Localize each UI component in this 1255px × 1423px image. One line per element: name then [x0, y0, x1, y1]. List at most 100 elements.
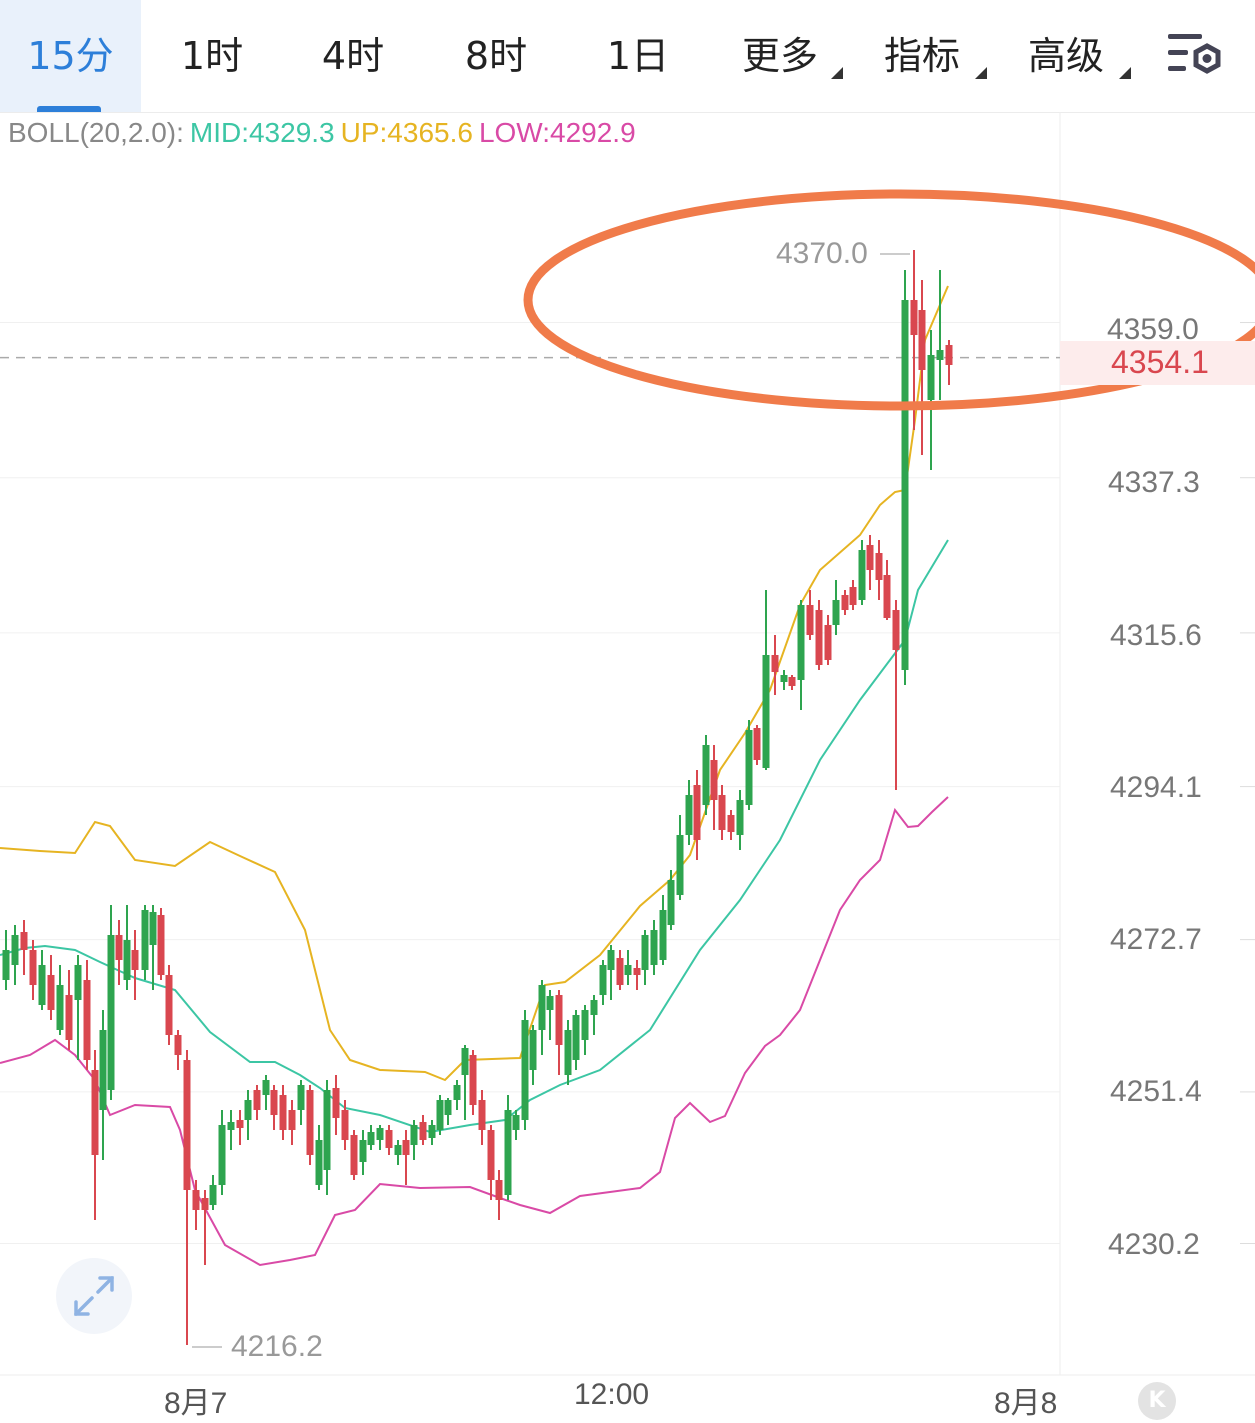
candle-up	[901, 270, 909, 685]
candle-up	[858, 540, 866, 605]
candle-body	[590, 1000, 598, 1015]
candle-up	[936, 270, 944, 400]
candle-body	[419, 1122, 427, 1140]
chart-grid	[0, 112, 1255, 1376]
candle-down	[806, 590, 814, 640]
price-axis-label: 4272.7	[1110, 923, 1202, 956]
candle-up	[376, 1125, 384, 1150]
candle-body	[141, 910, 149, 970]
candle-up	[564, 1020, 572, 1085]
tab-1d-label: 1日	[606, 34, 670, 78]
candle-up	[572, 1010, 580, 1070]
chart-settings-icon[interactable]	[1166, 30, 1224, 80]
price-axis-label: 4315.6	[1110, 619, 1202, 652]
candle-body	[641, 935, 649, 970]
candle-up	[297, 1080, 305, 1125]
candle-down	[824, 615, 832, 665]
tab-8h[interactable]: 8时	[446, 0, 546, 112]
tab-15min[interactable]: 15分	[0, 0, 141, 112]
candle-down	[866, 535, 874, 590]
candle-up	[74, 955, 82, 1060]
candle-up	[780, 670, 788, 690]
candle-body	[227, 1122, 235, 1130]
bollinger-bands	[0, 285, 949, 1267]
highlight-ellipse	[523, 189, 1255, 411]
candles	[2, 250, 953, 1345]
kline-scroll-label: K	[1148, 1388, 1166, 1413]
candle-up	[99, 1010, 107, 1160]
tab-4h[interactable]: 4时	[303, 0, 403, 112]
candle-up	[218, 1110, 226, 1195]
candle-up	[453, 1080, 461, 1110]
candle-down	[710, 745, 718, 830]
candle-body	[149, 912, 157, 945]
candle-up	[624, 950, 632, 985]
candle-body	[359, 1140, 367, 1162]
candle-up	[529, 1025, 537, 1085]
candle-body	[727, 815, 735, 832]
tab-1h[interactable]: 1时	[162, 0, 262, 112]
candle-body	[56, 985, 64, 1030]
candle-up	[538, 980, 546, 1055]
candle-body	[478, 1100, 486, 1130]
candle-down	[945, 340, 953, 385]
candle-body	[315, 1140, 323, 1185]
candle-body	[521, 1020, 529, 1120]
candle-body	[753, 728, 761, 760]
candle-body	[685, 795, 693, 835]
candle-up	[676, 815, 684, 900]
candle-body	[244, 1100, 252, 1120]
upper-band-line	[0, 285, 949, 1082]
dropdown-triangle-icon	[831, 67, 843, 79]
candle-body	[183, 1060, 191, 1190]
candle-body	[841, 595, 849, 610]
candle-down	[788, 675, 796, 690]
candle-up	[504, 1095, 512, 1200]
candle-body	[892, 610, 900, 650]
candle-body	[38, 965, 46, 1005]
tab-indicators[interactable]: 指标	[880, 0, 992, 112]
candle-body	[599, 965, 607, 995]
lower-band-line	[0, 796, 949, 1267]
tab-1d[interactable]: 1日	[588, 0, 688, 112]
candle-body	[131, 950, 139, 970]
candle-up	[521, 1010, 529, 1130]
candle-up	[512, 1110, 520, 1140]
candle-body	[546, 996, 554, 1010]
candle-down	[47, 955, 55, 1020]
tab-8h-label: 8时	[464, 34, 528, 78]
boll-mid: MID:4329.3	[189, 117, 335, 148]
candle-down	[883, 560, 891, 620]
candle-up	[11, 925, 19, 985]
candle-down	[849, 580, 857, 610]
fullscreen-button[interactable]	[56, 1258, 132, 1334]
candle-up	[262, 1075, 270, 1110]
candle-down	[65, 970, 73, 1050]
candle-up	[149, 905, 157, 990]
kline-scroll-button[interactable]: K	[1138, 1382, 1176, 1420]
candle-up	[599, 960, 607, 1005]
tab-indicators-label: 指标	[884, 34, 961, 78]
candle-body	[236, 1120, 244, 1128]
candle-body	[762, 655, 770, 768]
candle-up	[244, 1090, 252, 1140]
candle-down	[487, 1125, 495, 1200]
candle-up	[927, 330, 935, 470]
candle-up	[546, 990, 554, 1040]
candle-down	[115, 920, 123, 985]
tab-advanced[interactable]: 高级	[1024, 0, 1136, 112]
candle-body	[123, 940, 131, 980]
candle-body	[875, 553, 883, 580]
candle-up	[650, 920, 658, 975]
candle-down	[332, 1075, 340, 1135]
candle-up	[590, 995, 598, 1035]
candle-down	[727, 810, 735, 840]
candle-body	[323, 1090, 331, 1170]
candle-body	[29, 950, 37, 985]
boll-low: LOW:4292.9	[478, 117, 636, 148]
candle-up	[444, 1098, 452, 1125]
candle-body	[332, 1088, 340, 1118]
tab-more[interactable]: 更多	[738, 0, 850, 112]
candle-body	[192, 1190, 200, 1210]
